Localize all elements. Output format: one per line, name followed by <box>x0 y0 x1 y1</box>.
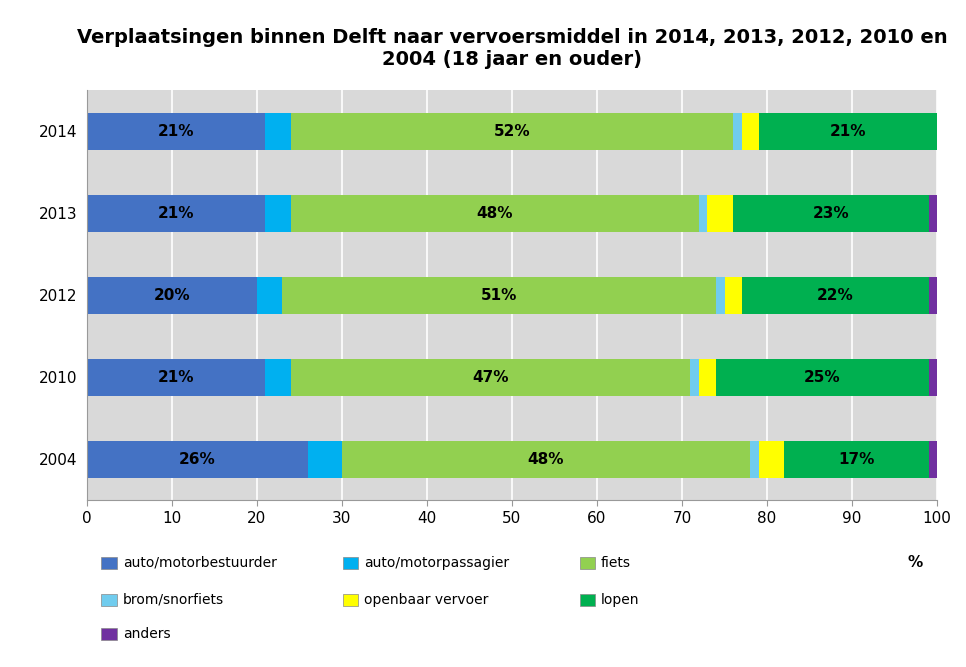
Text: 21%: 21% <box>158 205 194 221</box>
Bar <box>266 113 291 149</box>
Bar <box>733 113 742 149</box>
Text: anders: anders <box>123 628 170 641</box>
Bar <box>87 277 257 313</box>
Text: auto/motorbestuurder: auto/motorbestuurder <box>123 556 276 570</box>
Bar <box>707 195 733 231</box>
Text: openbaar vervoer: openbaar vervoer <box>364 593 489 606</box>
Bar <box>699 359 716 396</box>
Text: 51%: 51% <box>481 287 518 303</box>
Bar <box>928 277 937 313</box>
Text: 23%: 23% <box>812 205 849 221</box>
Text: 48%: 48% <box>527 452 564 467</box>
Text: lopen: lopen <box>601 593 639 606</box>
Text: 22%: 22% <box>816 287 853 303</box>
Text: 25%: 25% <box>804 370 840 385</box>
Bar <box>784 441 928 478</box>
Bar <box>758 441 784 478</box>
Text: 26%: 26% <box>179 452 215 467</box>
Text: 21%: 21% <box>158 370 194 385</box>
Bar <box>342 441 750 478</box>
Title: Verplaatsingen binnen Delft naar vervoersmiddel in 2014, 2013, 2012, 2010 en
200: Verplaatsingen binnen Delft naar vervoer… <box>76 28 948 69</box>
Bar <box>750 441 758 478</box>
Bar <box>87 195 266 231</box>
Bar <box>716 277 724 313</box>
Bar <box>758 113 937 149</box>
Bar <box>291 359 691 396</box>
Bar <box>733 195 928 231</box>
Text: %: % <box>907 556 923 570</box>
Text: 21%: 21% <box>158 123 194 139</box>
Text: fiets: fiets <box>601 556 631 570</box>
Bar <box>716 359 928 396</box>
Bar <box>928 441 937 478</box>
Bar <box>291 195 699 231</box>
Bar <box>742 277 928 313</box>
Bar <box>742 113 758 149</box>
Bar <box>266 195 291 231</box>
Bar <box>691 359 699 396</box>
Bar <box>87 113 266 149</box>
Text: brom/snorfiets: brom/snorfiets <box>123 593 224 606</box>
Bar <box>308 441 342 478</box>
Text: 47%: 47% <box>472 370 509 385</box>
Bar <box>699 195 707 231</box>
Bar <box>257 277 282 313</box>
Text: 21%: 21% <box>830 123 866 139</box>
Text: 52%: 52% <box>494 123 530 139</box>
Text: auto/motorpassagier: auto/motorpassagier <box>364 556 509 570</box>
Bar <box>928 195 937 231</box>
Bar <box>87 359 266 396</box>
Bar <box>266 359 291 396</box>
Bar <box>291 113 733 149</box>
Text: 20%: 20% <box>154 287 190 303</box>
Bar <box>928 359 937 396</box>
Bar <box>724 277 742 313</box>
Bar <box>282 277 716 313</box>
Bar <box>87 441 308 478</box>
Text: 48%: 48% <box>477 205 513 221</box>
Text: 17%: 17% <box>838 452 874 467</box>
